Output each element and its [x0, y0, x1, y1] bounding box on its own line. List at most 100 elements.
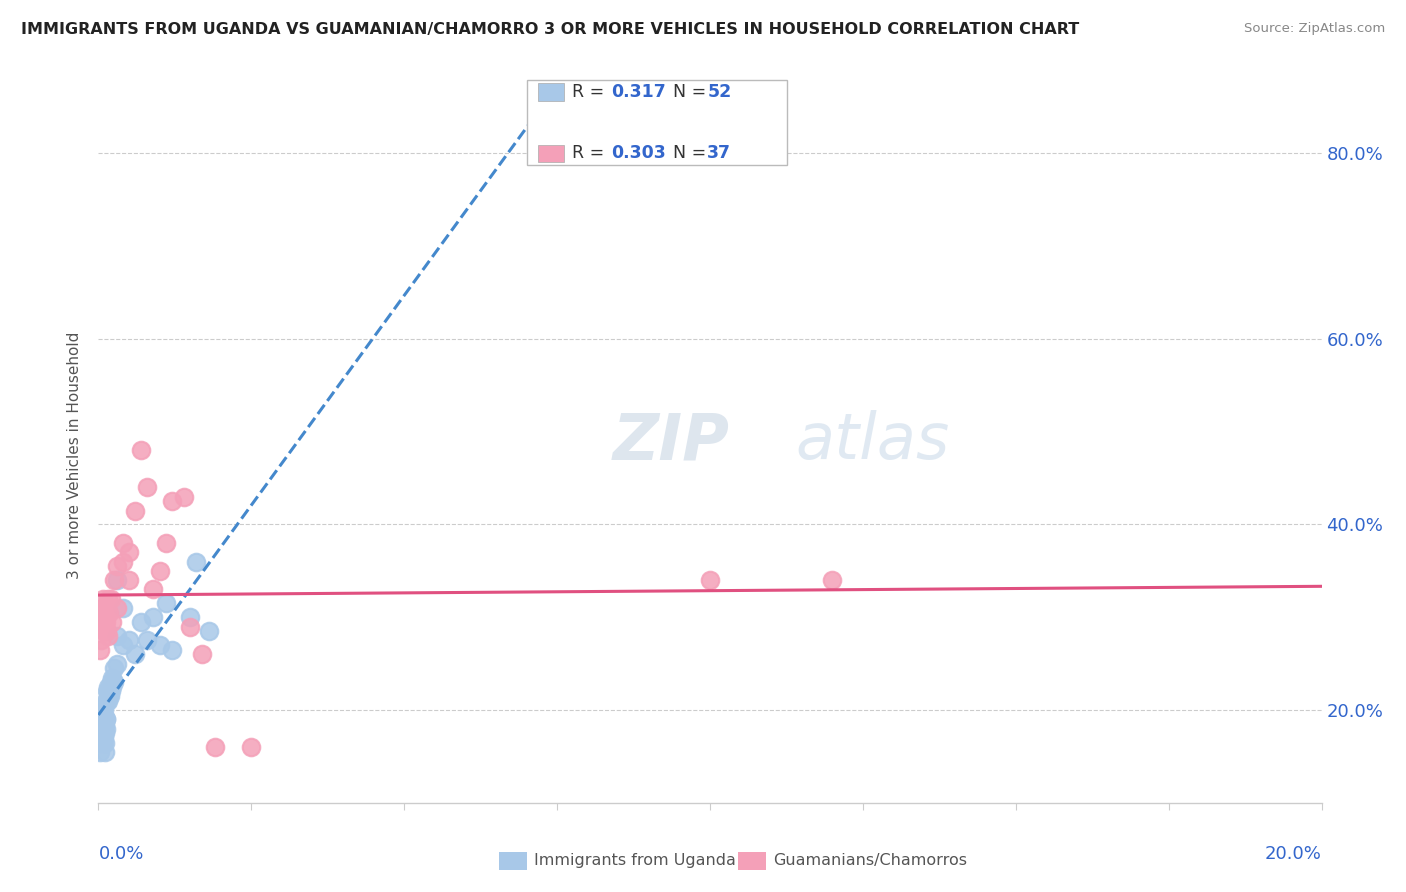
Point: [91, 703, 114, 717]
Point: [93, 610, 115, 624]
Point: [111, 601, 134, 615]
Point: [100, 684, 122, 698]
Point: [96, 694, 118, 708]
Point: [91, 735, 114, 749]
Point: [105, 601, 128, 615]
Point: [149, 564, 172, 578]
Point: [204, 740, 226, 755]
Point: [94, 601, 117, 615]
Text: N =: N =: [662, 83, 711, 101]
Point: [94, 722, 117, 736]
Point: [97, 629, 120, 643]
Point: [155, 536, 177, 550]
Point: [179, 619, 201, 633]
Point: [91, 722, 114, 736]
Point: [179, 610, 201, 624]
Point: [90, 726, 112, 740]
Point: [91, 731, 114, 745]
Y-axis label: 3 or more Vehicles in Household: 3 or more Vehicles in Household: [67, 331, 83, 579]
Point: [118, 545, 141, 559]
Text: 0.317: 0.317: [612, 83, 666, 101]
Point: [118, 573, 141, 587]
Point: [91, 717, 114, 731]
Text: R =: R =: [572, 145, 610, 162]
Point: [97, 591, 120, 606]
Point: [90, 707, 112, 722]
Point: [160, 494, 183, 508]
Point: [96, 684, 118, 698]
Text: R =: R =: [572, 83, 610, 101]
Point: [240, 740, 263, 755]
Point: [97, 689, 120, 703]
Point: [103, 661, 125, 675]
Text: 37: 37: [707, 145, 731, 162]
Point: [93, 735, 115, 749]
Point: [96, 615, 118, 629]
Point: [101, 671, 124, 685]
Point: [186, 555, 208, 569]
Text: 20.0%: 20.0%: [1265, 845, 1322, 863]
Text: 52: 52: [707, 83, 731, 101]
Point: [103, 573, 125, 587]
Point: [97, 680, 120, 694]
Point: [160, 642, 183, 657]
Point: [98, 606, 121, 620]
Text: 0.0%: 0.0%: [98, 845, 143, 863]
Point: [91, 712, 114, 726]
Point: [96, 624, 118, 639]
Text: atlas: atlas: [796, 410, 950, 472]
Point: [101, 680, 124, 694]
Point: [105, 573, 128, 587]
Point: [173, 490, 195, 504]
Point: [89, 717, 111, 731]
Point: [111, 555, 134, 569]
Point: [90, 726, 112, 740]
Point: [93, 624, 115, 639]
Point: [93, 703, 115, 717]
Point: [103, 675, 125, 690]
Point: [118, 633, 141, 648]
Point: [101, 615, 124, 629]
Point: [136, 480, 159, 494]
Point: [699, 573, 721, 587]
Point: [191, 648, 214, 662]
Point: [149, 638, 172, 652]
Point: [155, 596, 177, 610]
Point: [89, 642, 111, 657]
Text: Guamanians/Chamorros: Guamanians/Chamorros: [773, 854, 967, 868]
Point: [93, 731, 115, 745]
Point: [111, 536, 134, 550]
Point: [129, 615, 152, 629]
Text: Immigrants from Uganda: Immigrants from Uganda: [534, 854, 737, 868]
Point: [98, 689, 121, 703]
Text: 0.303: 0.303: [612, 145, 666, 162]
Point: [97, 684, 120, 698]
Point: [97, 694, 120, 708]
Point: [129, 443, 152, 458]
Point: [96, 712, 118, 726]
Point: [94, 712, 117, 726]
Point: [93, 726, 115, 740]
Text: ZIP: ZIP: [612, 410, 730, 472]
Point: [124, 648, 146, 662]
Point: [100, 591, 122, 606]
Point: [142, 610, 165, 624]
Point: [136, 633, 159, 648]
Text: N =: N =: [662, 145, 711, 162]
Point: [105, 559, 128, 574]
Point: [90, 619, 112, 633]
Point: [105, 629, 128, 643]
Point: [111, 638, 134, 652]
Point: [93, 717, 115, 731]
Point: [105, 657, 128, 671]
Point: [124, 503, 146, 517]
Point: [96, 694, 118, 708]
Point: [91, 615, 114, 629]
Text: Source: ZipAtlas.com: Source: ZipAtlas.com: [1244, 22, 1385, 36]
Point: [100, 675, 122, 690]
Point: [89, 745, 111, 759]
Point: [197, 624, 219, 639]
Point: [142, 582, 165, 597]
Point: [90, 735, 112, 749]
Point: [821, 573, 844, 587]
